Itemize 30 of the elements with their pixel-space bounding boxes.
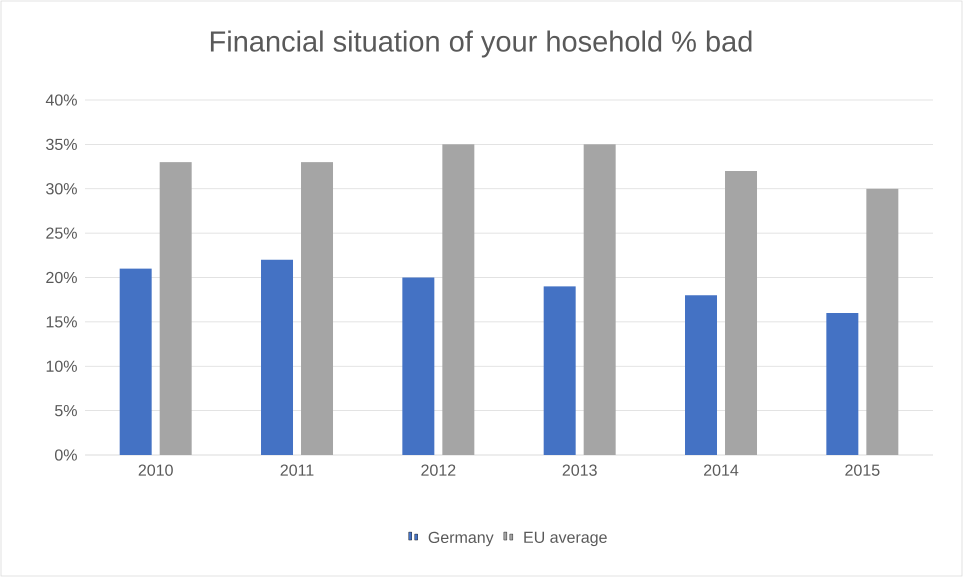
x-tick-label: 2011	[280, 464, 314, 476]
x-tick-label: 2015	[845, 464, 880, 476]
bar	[261, 260, 294, 455]
x-tick-label: 2010	[138, 464, 173, 476]
y-tick-label: 40%	[46, 94, 77, 106]
bar	[544, 286, 576, 455]
y-tick-label: 10%	[46, 360, 77, 372]
bar	[160, 162, 192, 455]
bar	[866, 188, 898, 455]
x-tick-label: 2014	[704, 464, 738, 476]
y-tick-label: 0%	[54, 449, 77, 461]
x-tick-label: 2012	[421, 464, 456, 476]
legend-label: EU average	[524, 532, 607, 546]
chart-title: Financial situation of your hosehold % bad	[210, 30, 752, 58]
bar	[826, 312, 858, 455]
bar	[685, 295, 718, 455]
bar	[725, 170, 758, 455]
bar	[120, 268, 152, 455]
y-tick-label: 25%	[46, 227, 77, 239]
bar	[584, 144, 616, 455]
y-tick-label: 15%	[46, 316, 77, 328]
bar	[301, 162, 334, 455]
legend-label: Germany	[428, 532, 494, 546]
y-tick-label: 5%	[55, 404, 77, 416]
y-tick-label: 20%	[46, 272, 77, 284]
x-tick-label: 2013	[562, 464, 597, 476]
bar	[402, 277, 434, 455]
bar	[442, 144, 474, 455]
y-tick-label: 35%	[46, 138, 77, 150]
y-tick-label: 30%	[46, 183, 77, 194]
